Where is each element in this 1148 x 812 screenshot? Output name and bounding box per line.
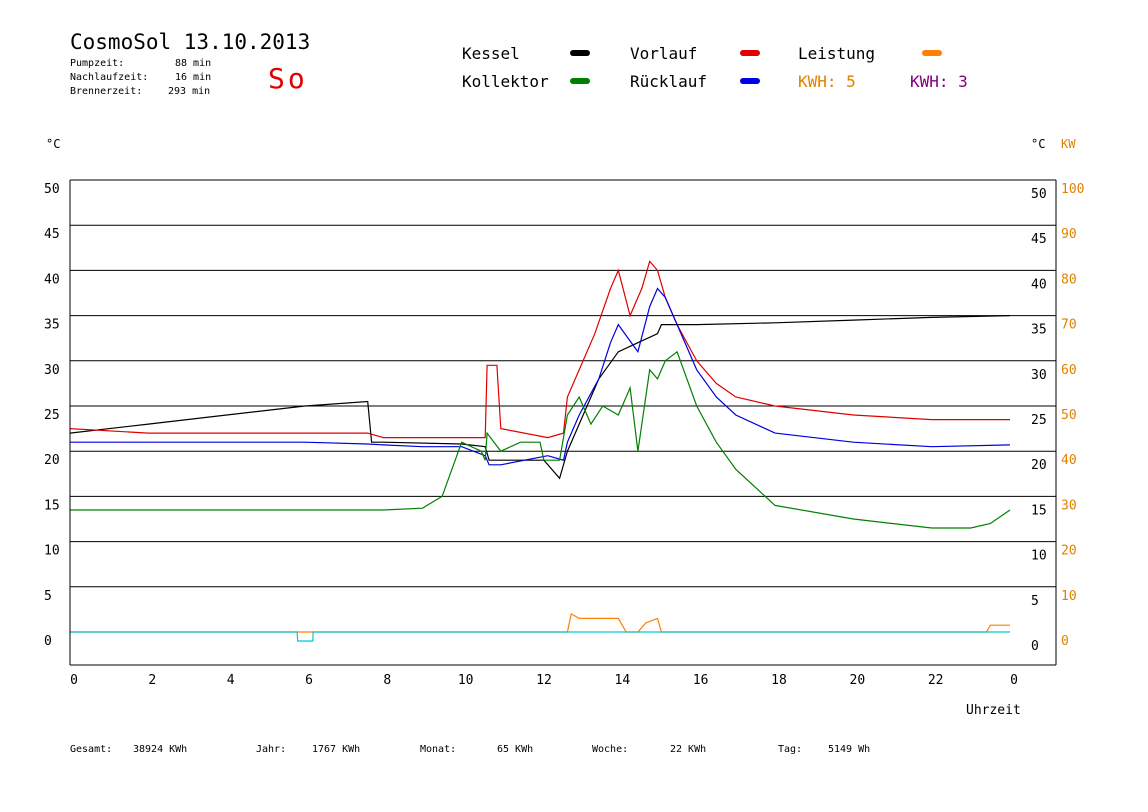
y2-tick-label: 0 (1061, 634, 1069, 649)
y-tick-label-left: 40 (44, 272, 60, 287)
x-tick-label: 18 (771, 673, 787, 688)
x-tick-label: 16 (693, 673, 709, 688)
y-right-unit-kw: KW (1061, 137, 1076, 151)
x-axis-label: Uhrzeit (966, 703, 1021, 718)
y-tick-label-right: 5 (1031, 594, 1039, 609)
y-tick-label-left: 0 (44, 634, 52, 649)
legend-kwh2: KWH: 3 (910, 72, 968, 91)
series-lines (69, 260, 1011, 642)
x-tick-label: 22 (928, 673, 944, 688)
y-tick-label-right: 20 (1031, 458, 1047, 473)
y2-tick-label: 30 (1061, 498, 1077, 513)
x-tick-label: 2 (148, 673, 156, 688)
series-line-pumpe (70, 631, 1010, 642)
legend-vorlauf-swatch (740, 50, 760, 56)
y2-tick-label: 20 (1061, 544, 1077, 559)
y-tick-label-right: 25 (1031, 413, 1047, 428)
x-tick-label: 4 (227, 673, 235, 688)
footer-gesamt-value: 38924 KWh (133, 744, 188, 755)
y-tick-label-right: 0 (1031, 639, 1039, 654)
legend-kessel-swatch (570, 50, 590, 56)
grid-lines (70, 179, 1056, 588)
y2-tick-label: 10 (1061, 589, 1077, 604)
day-label: So (268, 62, 308, 95)
x-tick-label: 0 (70, 673, 78, 688)
y-tick-label-right: 50 (1031, 187, 1047, 202)
legend-kollektor-label: Kollektor (462, 72, 549, 91)
footer-monat-value: 65 KWh (497, 744, 534, 755)
footer-woche-value: 22 KWh (670, 744, 707, 755)
footer-gesamt-label: Gesamt: (70, 744, 113, 755)
stat-brenner-value: 293 min (168, 86, 211, 97)
footer-tag-value: 5149 Wh (828, 744, 871, 755)
y2-tick-label: 80 (1061, 272, 1077, 287)
y2-tick-label: 90 (1061, 227, 1077, 242)
x-tick-label: 12 (536, 673, 552, 688)
stat-pumpzeit-value: 88 min (175, 58, 212, 69)
x-tick-label: 14 (615, 673, 631, 688)
legend-ruecklauf-label: Rücklauf (630, 72, 708, 91)
footer-jahr-label: Jahr: (256, 744, 287, 755)
y2-tick-label: 100 (1061, 182, 1084, 197)
series-line-kessel (69, 315, 1011, 480)
legend-leistung-label: Leistung (798, 44, 876, 63)
series-line-rücklauf (70, 287, 1011, 466)
footer-woche-label: Woche: (592, 744, 629, 755)
legend-kessel-label: Kessel (462, 44, 520, 63)
footer-jahr-value: 1767 KWh (312, 744, 361, 755)
y-tick-label-left: 30 (44, 363, 60, 378)
y-tick-label-left: 5 (44, 589, 52, 604)
y-tick-label-left: 35 (44, 318, 60, 333)
y-tick-label-left: 15 (44, 498, 60, 513)
legend-leistung-swatch (922, 50, 942, 56)
legend-kollektor-swatch (570, 78, 590, 84)
x-tick-label: 8 (383, 673, 391, 688)
series-line-vorlauf (69, 260, 1010, 439)
y-tick-label-right: 35 (1031, 323, 1047, 338)
series-line-kollektor (70, 350, 1011, 529)
y-tick-label-right: 30 (1031, 368, 1047, 383)
y-tick-label-left: 50 (44, 182, 60, 197)
x-tick-label: 6 (305, 673, 313, 688)
y2-tick-label: 50 (1061, 408, 1077, 423)
stat-pumpzeit-label: Pumpzeit: (70, 58, 125, 69)
title: CosmoSol 13.10.2013 (70, 30, 311, 54)
y-tick-label-left: 10 (44, 544, 60, 559)
y2-tick-label: 60 (1061, 363, 1077, 378)
x-tick-label: 10 (458, 673, 474, 688)
y2-tick-label: 70 (1061, 318, 1077, 333)
x-tick-label: 0 (1010, 673, 1018, 688)
y-tick-label-right: 10 (1031, 549, 1047, 564)
x-tick-label: 20 (850, 673, 866, 688)
stat-brenner-label: Brennerzeit: (70, 86, 143, 97)
y-tick-label-right: 45 (1031, 232, 1047, 247)
footer-tag-label: Tag: (778, 744, 803, 755)
stat-nachlauf-value: 16 min (175, 72, 212, 83)
y-tick-label-right: 40 (1031, 277, 1047, 292)
y-tick-label-right: 15 (1031, 503, 1047, 518)
y-right-unit-c: °C (1031, 137, 1045, 151)
legend-ruecklauf-swatch (740, 78, 760, 84)
y-left-unit: °C (46, 137, 60, 151)
series-line-leistung (70, 612, 1010, 633)
y-tick-label-left: 25 (44, 408, 60, 423)
footer-monat-label: Monat: (420, 744, 457, 755)
stat-nachlauf-label: Nachlaufzeit: (70, 72, 149, 83)
y2-tick-label: 40 (1061, 453, 1077, 468)
y-tick-label-left: 45 (44, 227, 60, 242)
legend-vorlauf-label: Vorlauf (630, 44, 698, 63)
y-tick-label-left: 20 (44, 453, 60, 468)
legend-kwh1: KWH: 5 (798, 72, 856, 91)
